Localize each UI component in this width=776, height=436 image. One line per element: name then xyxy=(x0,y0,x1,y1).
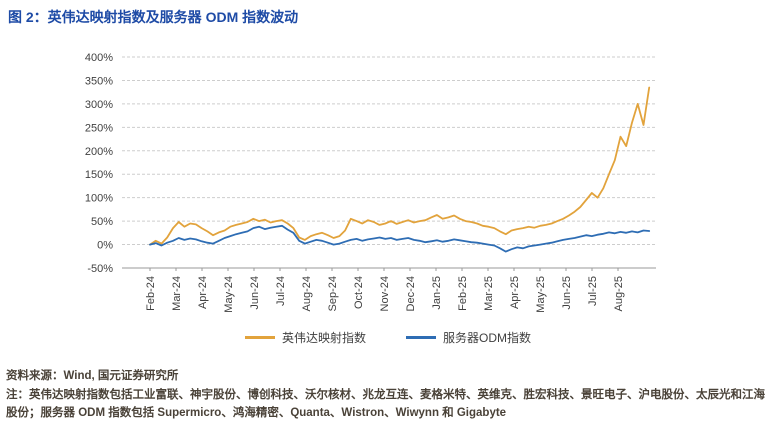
svg-text:Mar-25: Mar-25 xyxy=(483,276,495,311)
note-line: 注：英伟达映射指数包括工业富联、神宇股份、博创科技、沃尔核材、兆龙互连、麦格米特… xyxy=(6,389,765,419)
svg-text:May-24: May-24 xyxy=(223,276,235,313)
svg-text:Feb-24: Feb-24 xyxy=(145,276,157,311)
svg-text:Jun-24: Jun-24 xyxy=(249,276,261,310)
svg-text:Aug-25: Aug-25 xyxy=(613,276,625,311)
svg-text:400%: 400% xyxy=(85,52,113,64)
svg-text:Oct-24: Oct-24 xyxy=(353,276,365,309)
svg-text:250%: 250% xyxy=(85,122,113,134)
svg-text:May-25: May-25 xyxy=(535,276,547,313)
svg-text:Sep-24: Sep-24 xyxy=(327,276,339,311)
svg-text:0%: 0% xyxy=(97,240,113,252)
figure-footer: 资料来源：Wind, 国元证券研究所 注：英伟达映射指数包括工业富联、神宇股份、… xyxy=(6,368,772,422)
legend-label-odm: 服务器ODM指数 xyxy=(443,331,531,345)
svg-text:Feb-25: Feb-25 xyxy=(457,276,469,311)
svg-text:350%: 350% xyxy=(85,75,113,87)
svg-text:200%: 200% xyxy=(85,146,113,158)
svg-text:Aug-24: Aug-24 xyxy=(301,276,313,311)
svg-text:Mar-24: Mar-24 xyxy=(171,276,183,311)
legend-item-nvidia: 英伟达映射指数 xyxy=(244,329,366,346)
svg-text:300%: 300% xyxy=(85,99,113,111)
figure-title: 图 2：英伟达映射指数及服务器 ODM 指数波动 xyxy=(8,9,299,25)
odm-line-swatch xyxy=(406,336,436,339)
svg-text:Dec-24: Dec-24 xyxy=(405,276,417,311)
svg-text:Apr-25: Apr-25 xyxy=(509,276,521,309)
svg-text:Jul-24: Jul-24 xyxy=(275,276,287,306)
svg-text:Jul-25: Jul-25 xyxy=(587,276,599,306)
nvidia-line-swatch xyxy=(244,336,275,339)
svg-text:Apr-24: Apr-24 xyxy=(197,276,209,309)
svg-text:Jun-25: Jun-25 xyxy=(561,276,573,310)
svg-text:Jan-25: Jan-25 xyxy=(431,276,443,310)
svg-text:50%: 50% xyxy=(91,216,113,228)
legend-label-nvidia: 英伟达映射指数 xyxy=(281,331,366,345)
chart-legend: 英伟达映射指数 服务器ODM指数 xyxy=(0,329,776,346)
svg-text:150%: 150% xyxy=(85,169,113,181)
svg-text:100%: 100% xyxy=(85,193,113,205)
svg-text:Nov-24: Nov-24 xyxy=(379,276,391,311)
legend-item-odm: 服务器ODM指数 xyxy=(406,329,531,346)
source-line: 资料来源：Wind, 国元证券研究所 xyxy=(6,370,179,382)
svg-text:-50%: -50% xyxy=(87,263,113,275)
line-chart: -50% 0% 50% 100% 150% 200% 250% 300% 350% 400% Feb… xyxy=(85,52,656,313)
